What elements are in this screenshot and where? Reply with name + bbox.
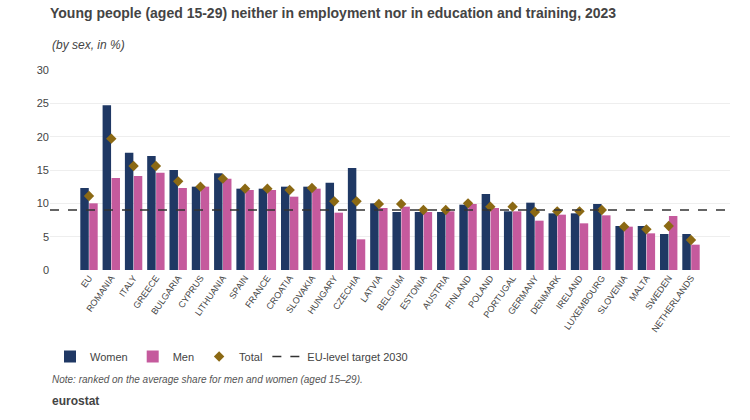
svg-text:ESTONIA: ESTONIA: [398, 273, 429, 311]
svg-text:SWEDEN: SWEDEN: [643, 273, 674, 311]
svg-text:HUNGARY: HUNGARY: [306, 273, 340, 315]
svg-text:Women: Women: [90, 351, 128, 363]
svg-text:PORTUGAL: PORTUGAL: [481, 273, 518, 319]
svg-text:0: 0: [43, 264, 49, 276]
svg-text:BELGIUM: BELGIUM: [375, 273, 406, 312]
svg-text:GREECE: GREECE: [131, 273, 161, 310]
svg-text:ITALY: ITALY: [117, 273, 139, 298]
svg-text:CROATIA: CROATIA: [264, 273, 295, 311]
svg-text:ROMANIA: ROMANIA: [84, 273, 116, 313]
svg-text:FRANCE: FRANCE: [243, 273, 272, 309]
svg-text:BULGARIA: BULGARIA: [149, 273, 183, 316]
svg-text:FINLAND: FINLAND: [443, 273, 474, 311]
svg-text:(by sex, in %): (by sex, in %): [52, 38, 125, 52]
svg-text:EU-level target 2030: EU-level target 2030: [307, 351, 407, 363]
svg-text:15: 15: [37, 164, 49, 176]
svg-text:IRELAND: IRELAND: [554, 273, 585, 311]
svg-text:MALTA: MALTA: [627, 273, 652, 302]
svg-text:Men: Men: [173, 351, 194, 363]
svg-text:LUXEMBOURG: LUXEMBOURG: [562, 273, 607, 331]
svg-text:Young people (aged 15-29) neit: Young people (aged 15-29) neither in emp…: [50, 5, 616, 21]
svg-text:SPAIN: SPAIN: [227, 273, 250, 300]
svg-text:20: 20: [37, 131, 49, 143]
svg-text:DENMARK: DENMARK: [529, 273, 563, 316]
svg-text:CYPRUS: CYPRUS: [176, 273, 206, 309]
svg-text:EU: EU: [79, 273, 94, 289]
svg-text:25: 25: [37, 97, 49, 109]
svg-text:POLAND: POLAND: [466, 273, 496, 309]
svg-text:5: 5: [43, 231, 49, 243]
svg-text:30: 30: [37, 64, 49, 76]
svg-text:CZECHIA: CZECHIA: [331, 273, 362, 311]
svg-text:LATVIA: LATVIA: [359, 273, 385, 304]
svg-text:LITHUANIA: LITHUANIA: [193, 273, 228, 317]
svg-text:SLOVENIA: SLOVENIA: [595, 273, 629, 316]
svg-text:AUSTRIA: AUSTRIA: [420, 273, 451, 311]
svg-text:Total: Total: [239, 351, 262, 363]
svg-text:Note: ranked on the average sh: Note: ranked on the average share for me…: [52, 374, 363, 385]
svg-text:NETHERLANDS: NETHERLANDS: [650, 273, 697, 334]
svg-text:SLOVAKIA: SLOVAKIA: [284, 273, 317, 315]
svg-text:GERMANY: GERMANY: [506, 273, 540, 316]
svg-text:10: 10: [37, 197, 49, 209]
svg-text:eurostat: eurostat: [52, 394, 99, 408]
